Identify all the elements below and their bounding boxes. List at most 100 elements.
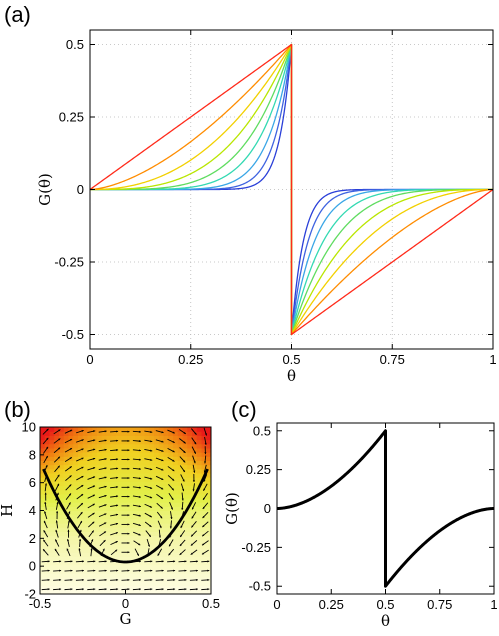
heatmap-cell [82, 573, 89, 578]
heatmap-cell [92, 502, 98, 507]
heatmap-cell [63, 460, 70, 466]
heatmap-cell [154, 514, 160, 520]
heatmap-cell [130, 531, 136, 537]
vector-arrowhead [127, 467, 130, 470]
heatmap-cell [111, 573, 117, 578]
heatmap-cell [173, 543, 179, 549]
heatmap-cell [82, 485, 89, 491]
heatmap-cell [49, 481, 55, 487]
heatmap-cell [158, 452, 165, 457]
heatmap-cell [78, 514, 84, 520]
heatmap-cell [163, 427, 169, 432]
heatmap-cell [78, 581, 84, 587]
heatmap-cell [92, 531, 98, 537]
heatmap-cell [163, 485, 169, 491]
heatmap-cell [101, 427, 108, 432]
heatmap-cell [63, 443, 70, 449]
vector-arrowhead [92, 512, 95, 515]
heatmap-cell [111, 443, 117, 449]
heatmap-cell [154, 531, 160, 537]
heatmap-cell [135, 573, 141, 578]
heatmap-cell [173, 489, 179, 495]
heatmap-cell [177, 472, 184, 478]
vector-arrowhead [127, 439, 130, 442]
heatmap-cell [135, 543, 141, 549]
heatmap-cell [68, 510, 74, 516]
vector-arrowhead [173, 569, 176, 572]
vector-arrowhead [116, 476, 119, 479]
vector-arrowhead [116, 448, 119, 452]
heatmap-cell [125, 527, 131, 532]
heatmap-cell [97, 435, 103, 441]
heatmap-cell [73, 539, 79, 545]
heatmap-cell [59, 581, 65, 587]
vector-arrowhead [161, 459, 164, 462]
vector-arrowhead [92, 457, 96, 460]
heatmap-cell [87, 468, 93, 474]
heatmap-cell [130, 560, 136, 566]
heatmap-cell [92, 485, 98, 491]
heatmap-cell [187, 460, 193, 466]
heatmap-cell [40, 556, 46, 562]
vector-arrowhead [195, 578, 198, 581]
heatmap-cell [120, 548, 127, 553]
heatmap-cell [59, 506, 65, 512]
heatmap-cell [163, 527, 169, 532]
heatmap-cell [139, 539, 146, 545]
heatmap-cell [106, 464, 112, 470]
heatmap-cell [63, 502, 70, 507]
heatmap-cell [40, 447, 46, 453]
heatmap-cell [130, 523, 136, 528]
heatmap-cell [139, 456, 146, 461]
heatmap-cell [192, 543, 198, 549]
heatmap-cell [73, 548, 79, 553]
heatmap-cell [192, 527, 198, 532]
heatmap-cell [63, 427, 70, 432]
heatmap-cell [130, 535, 136, 541]
y-tick-label: 6 [29, 475, 36, 490]
heatmap-cell [187, 485, 193, 491]
heatmap-cell [196, 568, 203, 574]
heatmap-cell [139, 581, 146, 587]
heatmap-cell [163, 564, 169, 570]
heatmap-cell [125, 481, 131, 487]
heatmap-cell [187, 527, 193, 532]
heatmap-cell [173, 481, 179, 487]
heatmap-cell [163, 460, 169, 466]
heatmap-cell [192, 531, 198, 537]
vector-arrowhead [169, 526, 172, 529]
vector-arrowhead [172, 440, 175, 443]
heatmap-cell [82, 439, 89, 445]
heatmap-cell [63, 497, 70, 503]
heatmap-cell [106, 531, 112, 537]
vector-arrowhead [92, 485, 95, 488]
heatmap-cell [192, 477, 198, 482]
heatmap-cell [196, 460, 203, 466]
heatmap-cell [177, 427, 184, 432]
heatmap-cell [78, 568, 84, 574]
heatmap-cell [111, 506, 117, 512]
heatmap-cell [173, 452, 179, 457]
heatmap-cell [92, 506, 98, 512]
vector-arrowhead [192, 507, 194, 510]
heatmap-cell [154, 577, 160, 583]
heatmap-cell [116, 464, 122, 470]
heatmap-cell [196, 452, 203, 457]
heatmap-cell [111, 456, 117, 461]
heatmap-cell [73, 493, 79, 499]
heatmap-cell [116, 431, 122, 436]
vector-arrowhead [81, 569, 84, 572]
heatmap-cell [54, 472, 60, 478]
heatmap-cell [206, 585, 211, 591]
vector-arrowhead [179, 552, 182, 555]
heatmap-cell [201, 577, 207, 583]
vector-arrowhead [104, 495, 107, 498]
vector-arrowhead [93, 560, 96, 563]
vector-arrowhead [59, 588, 62, 591]
heatmap-cell [49, 548, 55, 553]
vector-arrowhead [93, 430, 96, 433]
heatmap-cell [135, 564, 141, 570]
vector-arrowhead [203, 488, 206, 491]
heatmap-cell [92, 560, 98, 566]
heatmap-cell [182, 573, 188, 578]
